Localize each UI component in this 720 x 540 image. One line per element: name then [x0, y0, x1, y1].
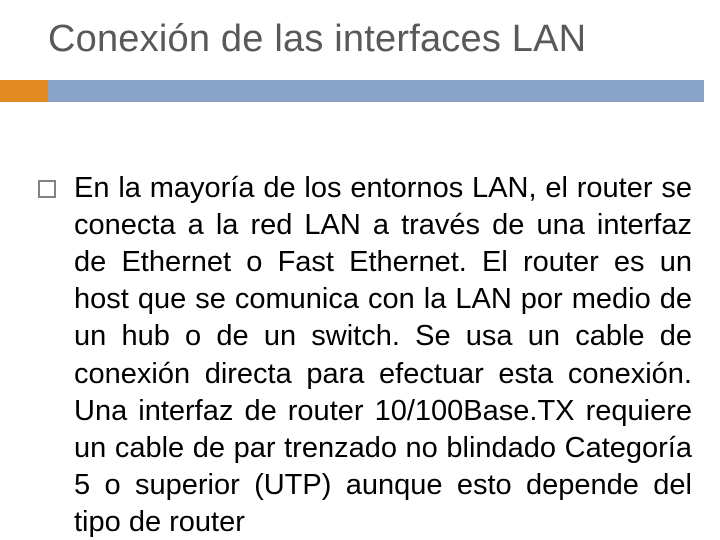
square-bullet-icon	[38, 180, 56, 198]
slide-title: Conexión de las interfaces LAN	[48, 18, 690, 61]
title-rule	[48, 80, 704, 102]
body-area: En la mayoría de los entornos LAN, el ro…	[38, 170, 692, 540]
slide: Conexión de las interfaces LAN En la may…	[0, 0, 720, 540]
body-text: En la mayoría de los entornos LAN, el ro…	[74, 170, 692, 540]
bullet-item: En la mayoría de los entornos LAN, el ro…	[38, 170, 692, 540]
accent-bar	[0, 80, 48, 102]
